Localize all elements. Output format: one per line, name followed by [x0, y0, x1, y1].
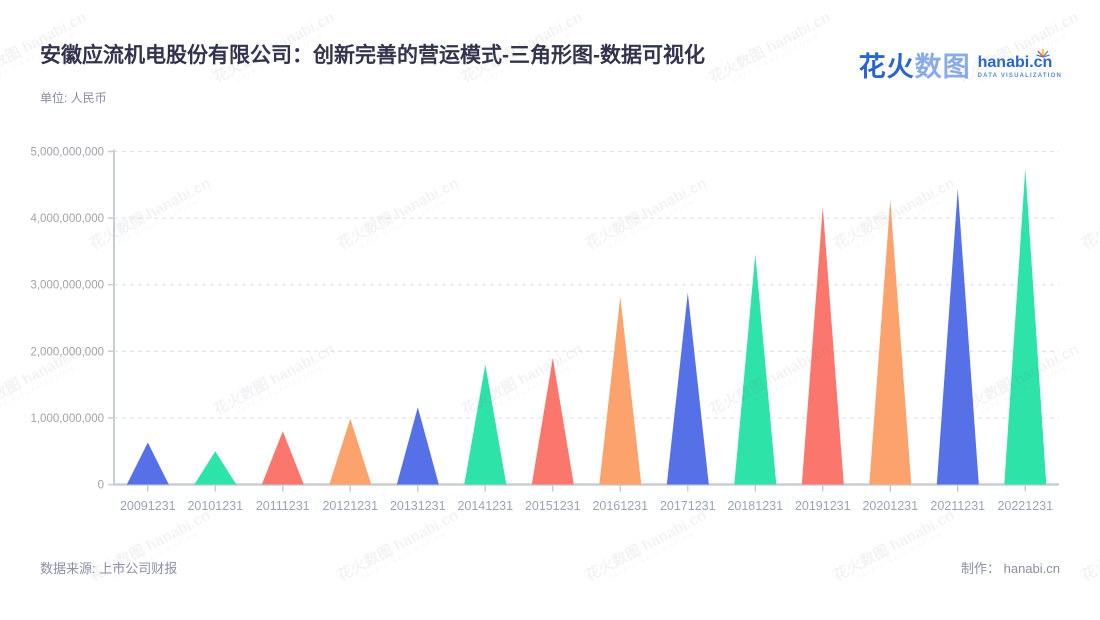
y-axis-label: 3,000,000,000 [30, 280, 104, 292]
triangle-20151231[interactable] [531, 358, 574, 485]
triangle-20191231[interactable] [801, 206, 844, 485]
x-axis-label: 20131231 [390, 499, 446, 513]
logo-domain-block: hanabi.cn DATA VISUALIZATION [977, 49, 1062, 79]
triangle-20141231[interactable] [464, 364, 507, 485]
x-axis-label: 20221231 [997, 499, 1053, 513]
triangle-20171231[interactable] [666, 292, 709, 485]
triangle-20131231[interactable] [396, 407, 439, 485]
triangle-20161231[interactable] [599, 296, 642, 485]
logo-spark-icon [1035, 49, 1050, 58]
credit: 制作： hanabi.cn [961, 561, 1060, 576]
logo-brand-text: 花火数图 [859, 52, 971, 82]
data-source: 数据来源: 上市公司财报 [40, 561, 178, 576]
x-axis-label: 20211231 [930, 499, 985, 513]
triangle-20121231[interactable] [329, 418, 372, 485]
triangle-20101231[interactable] [194, 451, 237, 485]
x-axis-label: 20151231 [525, 499, 581, 513]
triangle-20091231[interactable] [126, 442, 169, 485]
hanabi-logo: 花火数图 hanabi.cn DATA VISUALIZATION [859, 49, 1062, 82]
x-axis-label: 20181231 [727, 499, 783, 513]
x-axis-label: 20091231 [120, 499, 176, 513]
x-axis-label: 20101231 [187, 499, 243, 513]
x-axis-label: 20171231 [660, 499, 716, 513]
x-axis-label: 20201231 [862, 499, 918, 513]
y-axis-label: 2,000,000,000 [30, 346, 104, 358]
triangle-20211231[interactable] [936, 188, 979, 485]
triangle-20201231[interactable] [869, 199, 912, 485]
y-axis-label: 4,000,000,000 [30, 213, 104, 225]
y-axis-label: 1,000,000,000 [30, 413, 104, 425]
x-axis-label: 20141231 [457, 499, 513, 513]
unit-label: 单位: 人民币 [40, 91, 107, 105]
logo-tagline: DATA VISUALIZATION [977, 73, 1062, 79]
y-axis-label: 5,000,000,000 [30, 147, 104, 159]
triangle-20221231[interactable] [1004, 168, 1047, 485]
triangle-20111231[interactable] [261, 431, 304, 485]
triangle-20181231[interactable] [734, 254, 777, 485]
x-axis-label: 20111231 [256, 499, 310, 513]
x-axis-label: 20121231 [322, 499, 378, 513]
page-title: 安徽应流机电股份有限公司：创新完善的营运模式-三角形图-数据可视化 [40, 44, 705, 67]
logo-brand-secondary: 数图 [914, 52, 971, 82]
logo-domain-text: hanabi.cn [977, 54, 1053, 71]
x-axis-label: 20191231 [795, 499, 851, 513]
y-axis-label: 0 [98, 480, 104, 492]
x-axis-label: 20161231 [592, 499, 648, 513]
logo-brand-primary: 花火 [858, 52, 915, 82]
